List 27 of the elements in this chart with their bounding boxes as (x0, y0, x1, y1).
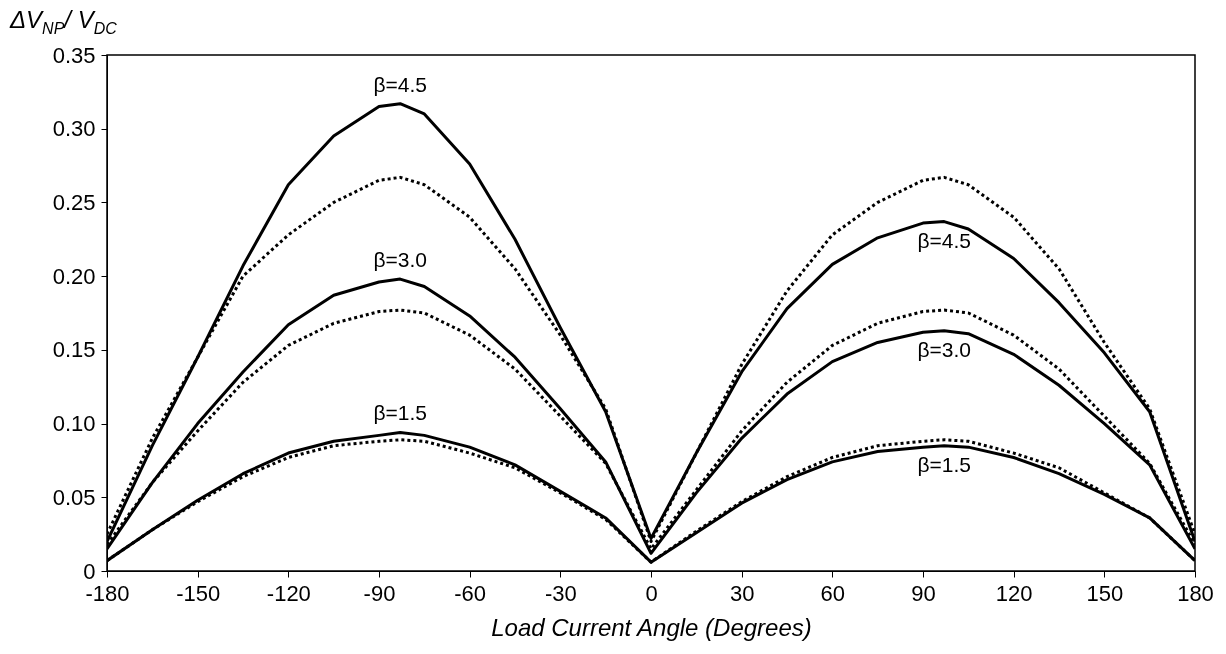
x-tick-label: 0 (645, 580, 658, 606)
x-tick-label: -120 (266, 580, 311, 606)
text: β=4.5 (373, 72, 427, 96)
y-tick-label: 0.35 (52, 42, 96, 68)
y-tick-label: 0.20 (52, 263, 96, 289)
y-tick-label: 0.05 (52, 484, 96, 510)
x-tick-label: 150 (1086, 580, 1124, 606)
x-tick-label: 120 (995, 580, 1033, 606)
text: β=3.0 (373, 248, 427, 272)
x-tick-label: -150 (176, 580, 221, 606)
y-tick-label: 0.15 (52, 337, 96, 363)
series-label: β=4.5 (917, 228, 971, 252)
y-axis-title: ΔV$_{NP}$/ V$_{DC}$ (10, 6, 117, 38)
text: β=1.5 (373, 401, 427, 425)
y-tick-label: 0.25 (52, 189, 96, 215)
x-tick-label: -30 (544, 580, 577, 606)
x-tick-label: 90 (911, 580, 936, 606)
x-axis-title: Load Current Angle (Degrees) (491, 613, 812, 641)
x-tick-label: -60 (454, 580, 487, 606)
x-tick-label: 30 (729, 580, 755, 606)
y-tick-label: 0.30 (52, 116, 96, 142)
x-tick-label: 60 (820, 580, 846, 606)
series-label: β=1.5 (917, 452, 971, 476)
series-label: β=3.0 (917, 337, 971, 361)
x-tick-label: -90 (363, 580, 396, 606)
y-tick-label: 0.10 (52, 411, 96, 437)
x-tick-label: 180 (1177, 580, 1214, 606)
